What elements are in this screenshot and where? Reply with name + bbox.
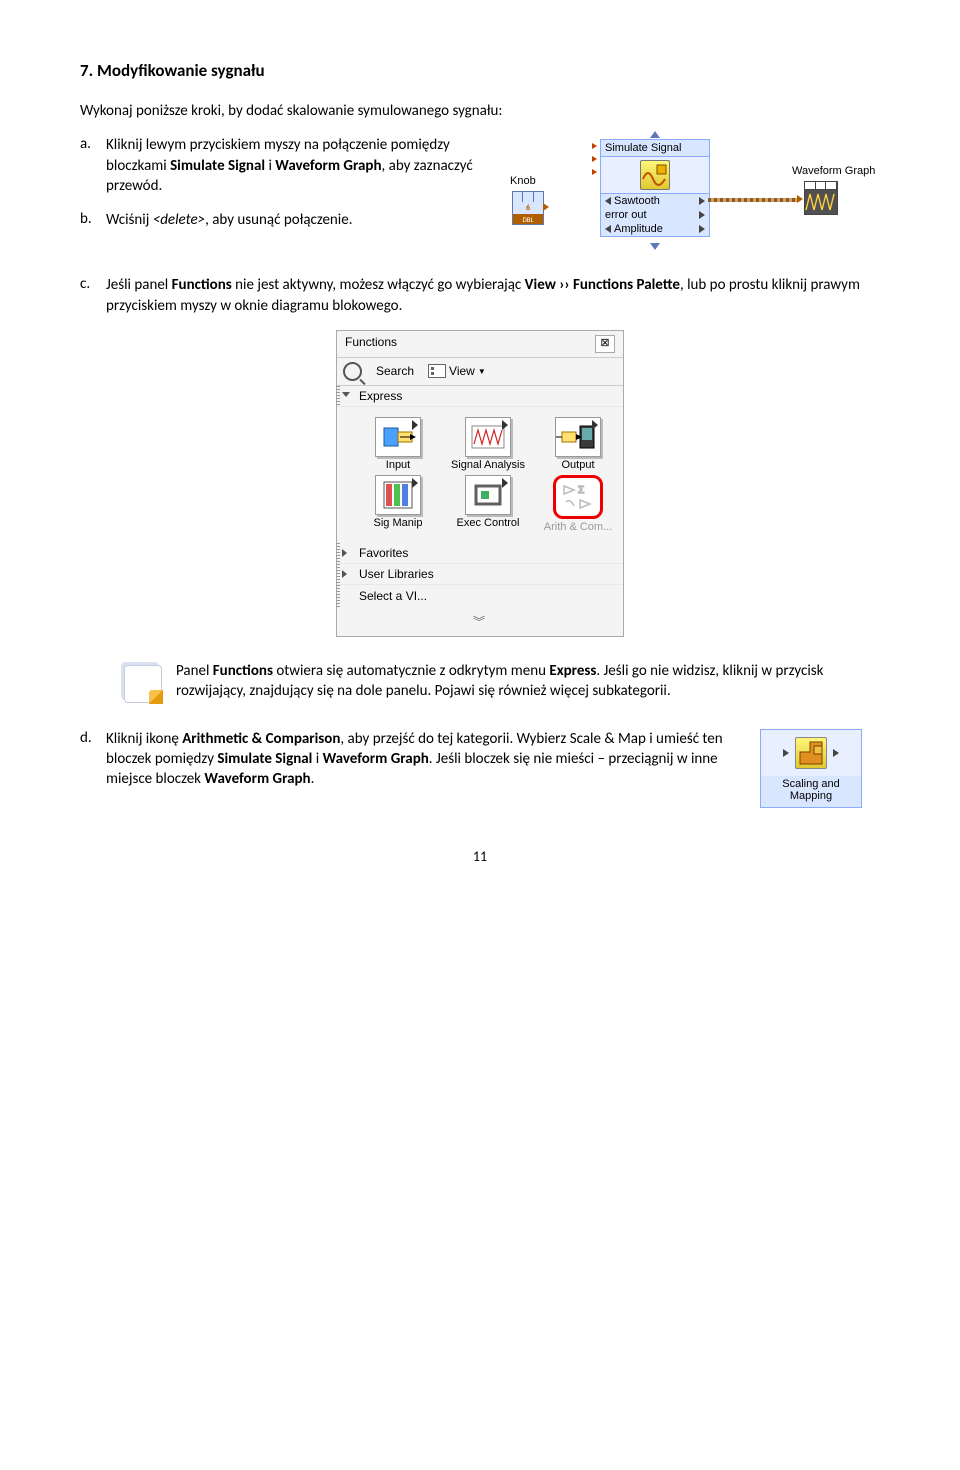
signal-wire [708, 198, 798, 202]
step-a: a. Kliknij lewym przyciskiem myszy na po… [80, 135, 486, 196]
scaling-icon [795, 737, 827, 769]
select-a-vi[interactable]: Select a VI... [337, 585, 623, 609]
knob-control: 6 DBL [512, 191, 544, 225]
expand-chevron[interactable]: ︾ [337, 609, 623, 636]
category-user-libraries[interactable]: User Libraries [337, 564, 623, 585]
sine-icon [640, 160, 670, 190]
knob-label: Knob [510, 175, 536, 187]
close-button[interactable]: ⊠ [595, 335, 615, 353]
port-arrow-icon [605, 197, 611, 205]
note-box: Panel Functions otwiera się automatyczni… [120, 661, 880, 705]
block-diagram: Knob 6 DBL Simulate Signal Sawtooth erro… [504, 135, 880, 275]
scaling-in-arrow [783, 749, 789, 757]
graph-in-arrow [797, 195, 803, 203]
subpalette-arrow-icon [412, 420, 418, 430]
step-a-label: a. [80, 135, 106, 196]
up-handle-icon [650, 131, 660, 138]
step-b: b. Wciśnij <delete>, aby usunąć połączen… [80, 210, 486, 230]
port-arrow-icon [592, 143, 597, 149]
waveform-graph-label: Waveform Graph [792, 165, 875, 177]
out-arrow-icon [699, 225, 705, 233]
port-arrow-icon [592, 156, 597, 162]
svg-text:Σ: Σ [578, 485, 584, 496]
subpalette-arrow-icon [592, 420, 598, 430]
page-number: 11 [80, 848, 880, 865]
category-express[interactable]: Express [337, 386, 623, 407]
palette-item-arith-comparison[interactable]: Σ Arith & Com... [539, 471, 617, 533]
intro-text: Wykonaj poniższe kroki, by dodać skalowa… [80, 101, 880, 121]
port-arrow-icon [605, 225, 611, 233]
scaling-out-arrow [833, 749, 839, 757]
search-button[interactable]: Search [376, 364, 414, 378]
view-icon [428, 364, 446, 378]
step-c-label: c. [80, 275, 106, 316]
subpalette-arrow-icon [412, 478, 418, 488]
section-heading: 7. Modyfikowanie sygnału [80, 60, 880, 81]
step-c: c. Jeśli panel Functions nie jest aktywn… [80, 275, 880, 316]
palette-item-signal-analysis[interactable]: Signal Analysis [449, 413, 527, 471]
knob-out-arrow [543, 203, 549, 211]
dropdown-arrow-icon: ▼ [478, 367, 486, 376]
view-button[interactable]: View▼ [428, 364, 486, 378]
step-b-label: b. [80, 210, 106, 230]
step-d-label: d. [80, 729, 106, 790]
subpalette-arrow-icon [502, 420, 508, 430]
chevron-right-icon [342, 549, 347, 557]
out-arrow-icon [699, 197, 705, 205]
chevron-down-icon [342, 392, 350, 397]
step-d: d. Kliknij ikonę Arithmetic & Comparison… [80, 729, 742, 790]
simulate-signal-title: Simulate Signal [601, 140, 709, 156]
functions-palette: Functions ⊠ Search View▼ Express Input S… [336, 330, 624, 637]
subpalette-arrow-icon [502, 478, 508, 488]
category-favorites[interactable]: Favorites [337, 543, 623, 564]
waveform-graph-icon [804, 181, 838, 215]
down-handle-icon [650, 243, 660, 250]
palette-item-input[interactable]: Input [359, 413, 437, 471]
palette-item-sig-manip[interactable]: Sig Manip [359, 471, 437, 533]
out-arrow-icon [699, 211, 705, 219]
simulate-signal-block: Simulate Signal Sawtooth error out Ampli… [600, 139, 710, 237]
chevron-right-icon [342, 570, 347, 578]
port-arrow-icon [592, 169, 597, 175]
sticky-note-icon [120, 661, 164, 705]
scaling-mapping-block: Scaling andMapping [760, 729, 862, 808]
palette-item-output[interactable]: Output [539, 413, 617, 471]
palette-item-exec-control[interactable]: Exec Control [449, 471, 527, 533]
palette-title: Functions [345, 335, 397, 353]
search-icon [343, 362, 362, 381]
